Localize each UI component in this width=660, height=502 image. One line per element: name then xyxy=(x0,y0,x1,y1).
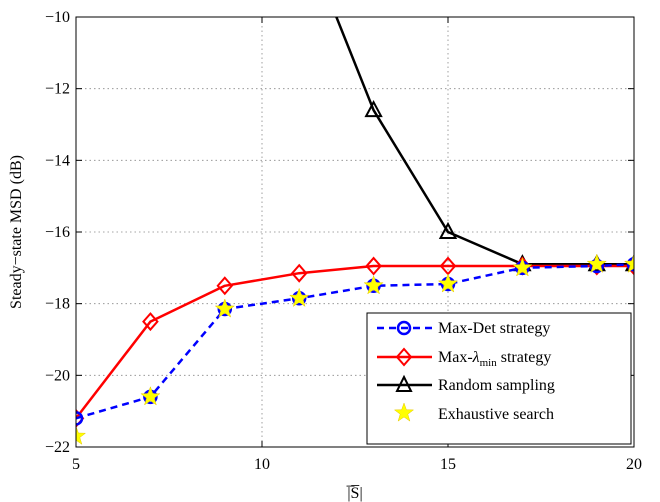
legend-marker-circle xyxy=(396,320,412,336)
series-line-circle xyxy=(76,262,634,420)
data-point-star xyxy=(76,425,87,445)
data-point-diamond xyxy=(216,276,234,296)
legend-marker-star xyxy=(393,402,415,422)
data-point-star xyxy=(437,273,459,293)
x-tick-label: 10 xyxy=(254,456,270,473)
tick-labels: 5 10 15 20 −22 −20 −18 −16 −14 −12 −10 xyxy=(45,9,642,473)
data-point-circle xyxy=(626,257,634,272)
y-tick-label: −14 xyxy=(45,152,70,169)
legend-marker-diamond xyxy=(395,347,413,367)
legend-label-strategy: strategy xyxy=(497,349,552,366)
y-axis-label: Steady−state MSD (dB) xyxy=(8,155,25,309)
legend-label-max-lambda: Max-λmin strategy xyxy=(438,349,551,369)
legend-label-lambda: λ xyxy=(472,349,480,366)
legend: Max-Det strategy Max-λmin strategy Rando… xyxy=(366,312,632,445)
legend-label-random: Random sampling xyxy=(438,377,555,394)
x-tick-label: 20 xyxy=(626,456,642,473)
data-point-star xyxy=(140,386,161,406)
legend-entry-random: Random sampling xyxy=(377,374,555,394)
legend-entry-max-lambda: Max-λmin strategy xyxy=(377,347,551,369)
legend-label-exhaustive: Exhaustive search xyxy=(438,406,554,423)
data-point-star xyxy=(623,253,634,273)
data-point-star xyxy=(363,275,384,295)
data-point-diamond xyxy=(365,256,382,276)
y-tick-label: −22 xyxy=(45,439,70,456)
legend-entry-max-det: Max-Det strategy xyxy=(377,320,550,337)
data-point-triangle xyxy=(438,221,458,239)
series-line-triangle xyxy=(335,17,634,266)
x-axis-title: |̅S̅| xyxy=(346,484,363,502)
data-point-circle xyxy=(76,411,84,426)
legend-label-max-det: Max-Det strategy xyxy=(438,320,550,337)
legend-label-max-part: Max- xyxy=(438,349,473,366)
x-tick-label: 5 xyxy=(72,456,80,473)
legend-marker-triangle xyxy=(395,374,413,392)
data-point-diamond xyxy=(290,263,308,283)
data-point-star xyxy=(214,298,236,318)
data-point-star xyxy=(288,287,310,308)
x-tick-label: 15 xyxy=(440,456,456,473)
y-tick-label: −16 xyxy=(45,224,70,241)
x-axis-label: |̅S̅| xyxy=(346,484,363,502)
data-point-diamond xyxy=(142,312,159,332)
y-tick-label: −20 xyxy=(45,367,70,384)
legend-box xyxy=(366,312,632,445)
legend-entry-exhaustive: Exhaustive search xyxy=(393,402,554,423)
data-point-triangle xyxy=(364,100,383,118)
y-tick-label: −18 xyxy=(45,296,70,313)
y-tick-label: −12 xyxy=(45,81,70,98)
y-tick-label: −10 xyxy=(45,9,70,26)
data-point-star xyxy=(512,257,533,277)
data-point-star xyxy=(586,253,608,273)
legend-label-min-sub: min xyxy=(480,357,498,369)
plot-area xyxy=(76,17,634,445)
